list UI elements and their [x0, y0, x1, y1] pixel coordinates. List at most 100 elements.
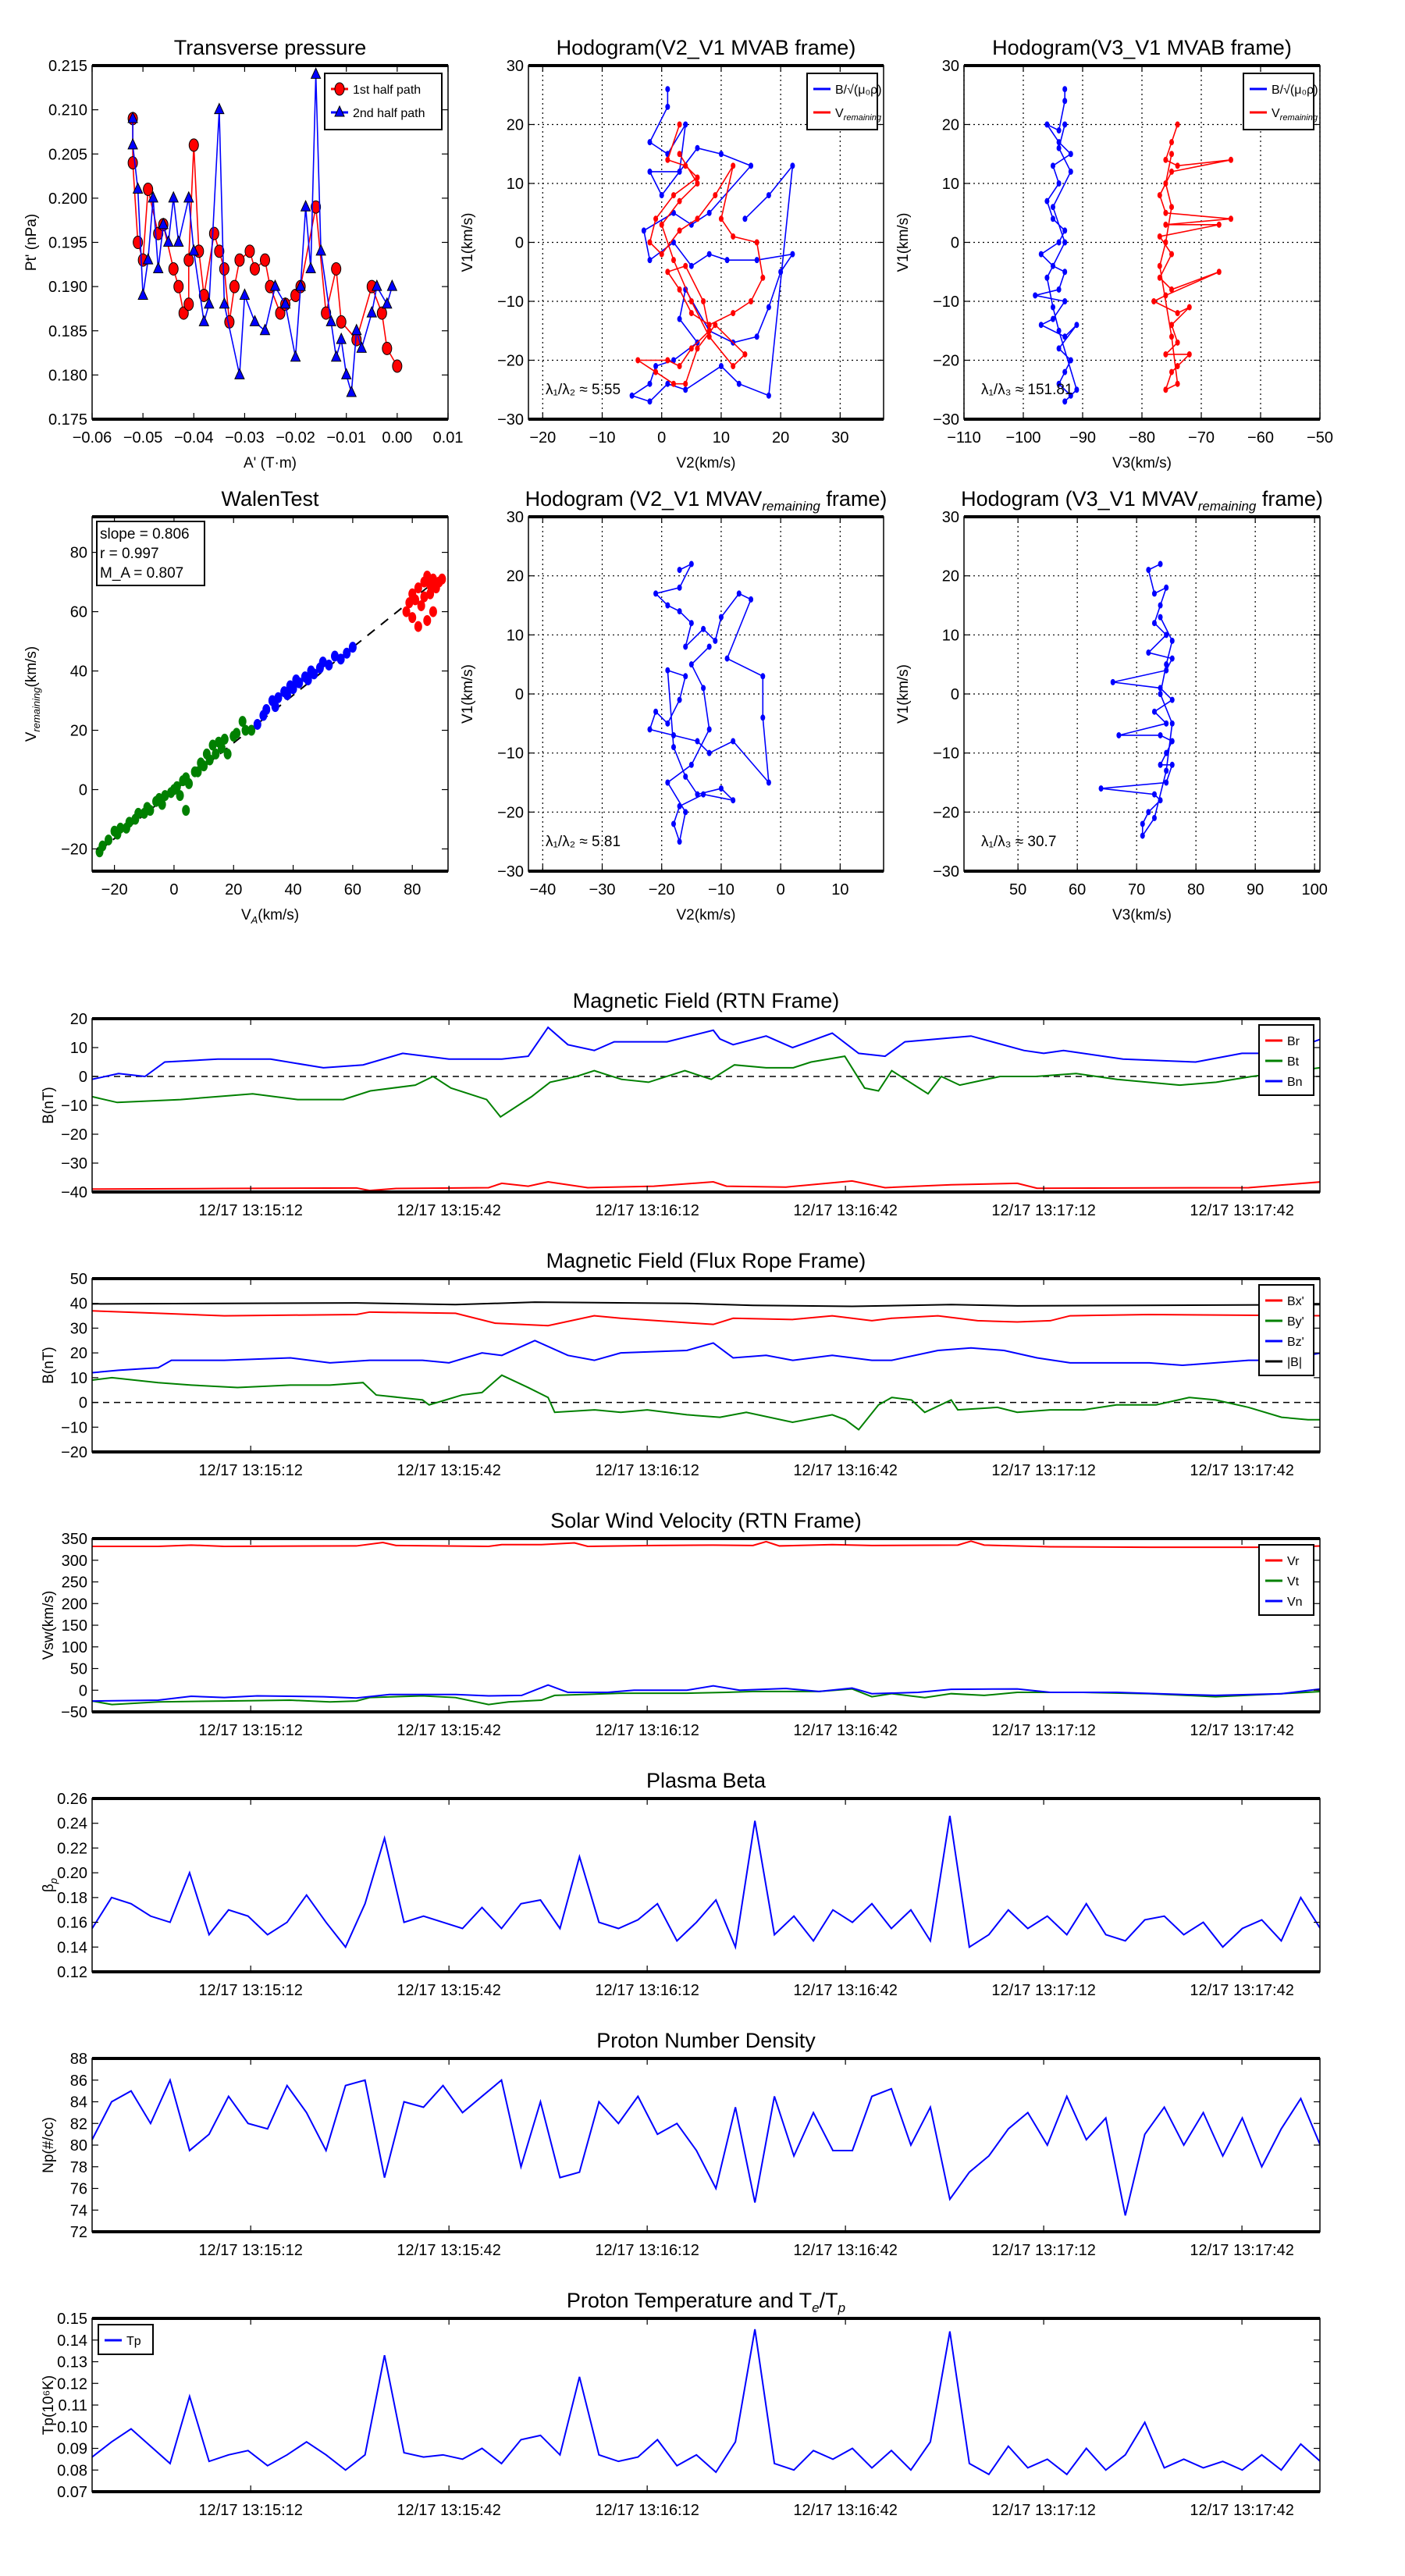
data-point: [665, 86, 670, 93]
data-point: [249, 315, 261, 326]
y-tick-label: 72: [70, 2224, 87, 2241]
y-tick-label: 30: [507, 509, 524, 526]
legend: Bx' By' Bz' |B|: [1258, 1284, 1314, 1376]
data-point: [1158, 602, 1163, 609]
data-point: [204, 297, 215, 309]
data-point: [778, 269, 784, 276]
y-axis-label-text: Pt' (nPa): [23, 214, 40, 271]
data-point: [706, 643, 712, 650]
legend-label-subscript: remaining: [1280, 113, 1318, 123]
data-point: [247, 724, 256, 736]
data-point: [670, 744, 676, 751]
y-tick-label: 0.205: [48, 146, 87, 163]
stats-line: slope = 0.806: [100, 526, 190, 543]
y-tick-label: 200: [62, 1596, 87, 1613]
data-point: [188, 244, 200, 256]
data-point: [1068, 357, 1073, 364]
data-point: [414, 621, 422, 632]
data-point: [1164, 667, 1169, 674]
data-point: [760, 673, 766, 680]
x-axis-label: V2(km/s): [677, 907, 736, 923]
data-point: [1186, 350, 1192, 358]
x-axis-label-text: V2(km/s): [677, 907, 736, 923]
data-point: [1169, 168, 1174, 175]
data-point: [718, 363, 724, 370]
data-point: [647, 398, 653, 405]
data-point: [635, 357, 641, 364]
data-point: [1158, 731, 1163, 738]
series-line-V: [1152, 124, 1232, 391]
x-tick-label: 12/17 13:15:42: [397, 1462, 500, 1479]
data-point: [1163, 209, 1168, 216]
data-point: [1163, 350, 1168, 358]
data-point: [665, 779, 670, 786]
data-point: [766, 392, 771, 399]
data-point: [1051, 215, 1055, 222]
data-point: [695, 180, 700, 187]
y-tick-label: 0.12: [57, 1964, 87, 1981]
y-axis-label: V1(km/s): [460, 664, 476, 724]
legend-label-text: 2nd half path: [353, 107, 425, 120]
legend-label-text: Vn: [1287, 1596, 1303, 1609]
y-tick-label: 0.16: [57, 1915, 87, 1932]
data-point: [127, 156, 138, 170]
data-point: [1151, 708, 1157, 715]
legend-label: Vr: [1287, 1555, 1300, 1568]
data-point: [677, 696, 682, 703]
y-tick-label: 0.175: [48, 411, 87, 429]
data-point: [1056, 127, 1062, 134]
series-line-Bn: [92, 1026, 1320, 1080]
data-point: [647, 380, 653, 387]
data-point: [701, 791, 706, 798]
y-tick-label: −30: [497, 863, 524, 881]
series-line-B: [92, 1301, 1320, 1308]
data-point: [182, 805, 190, 817]
y-axis-label: Np(#/cc): [41, 2117, 57, 2173]
data-point: [417, 600, 425, 611]
y-tick-label: 30: [70, 1320, 87, 1337]
data-point: [683, 643, 688, 650]
x-tick-label: −30: [589, 881, 616, 898]
stats-line: r = 0.997: [100, 546, 159, 562]
data-point: [1062, 121, 1068, 128]
x-tick-label: −90: [1069, 429, 1096, 447]
legend-label: Bt: [1287, 1055, 1300, 1069]
x-tick-label: 12/17 13:16:42: [793, 1202, 897, 1219]
data-point: [194, 766, 202, 777]
data-point: [670, 820, 676, 827]
y-tick-label: −20: [61, 841, 87, 859]
legend-label: B/√(μ₀ρ): [1272, 84, 1318, 97]
y-tick-label: 88: [70, 2051, 87, 2068]
chart-title: Hodogram (V3_V1 MVAVremaining frame): [961, 487, 1323, 514]
y-tick-label: 0.215: [48, 58, 87, 75]
chart-title-text: Transverse pressure: [174, 36, 367, 59]
x-tick-label: 100: [1301, 881, 1327, 898]
data-point: [348, 642, 357, 653]
data-point: [161, 790, 169, 802]
eigenvalue-ratio-annotation: λ₁/λ₂ ≈ 5.81: [546, 834, 621, 850]
data-point: [1169, 322, 1174, 329]
data-point: [229, 279, 240, 294]
data-point: [688, 761, 694, 768]
y-tick-label: 0.15: [57, 2311, 87, 2328]
data-point: [713, 322, 718, 329]
y-tick-label: 0: [79, 782, 87, 799]
y-tick-label: 0.08: [57, 2462, 87, 2479]
legend-label: Bz': [1287, 1336, 1304, 1349]
data-point: [677, 584, 682, 591]
data-point: [1068, 392, 1073, 399]
x-tick-label: −10: [589, 429, 616, 447]
data-point: [1169, 655, 1175, 662]
data-point: [429, 606, 437, 617]
y-axis-label: Vremaining(km/s): [23, 646, 42, 742]
legend-box: [324, 73, 443, 130]
axes-frame: [91, 1018, 1321, 1193]
data-point: [376, 306, 387, 320]
data-point: [706, 327, 712, 334]
y-tick-label: 20: [942, 117, 959, 134]
data-point: [695, 215, 700, 222]
legend: Tp: [98, 2324, 154, 2355]
legend-label: Vn: [1287, 1596, 1303, 1609]
legend-label-text: Vt: [1287, 1575, 1300, 1589]
y-tick-label: 0.13: [57, 2354, 87, 2371]
